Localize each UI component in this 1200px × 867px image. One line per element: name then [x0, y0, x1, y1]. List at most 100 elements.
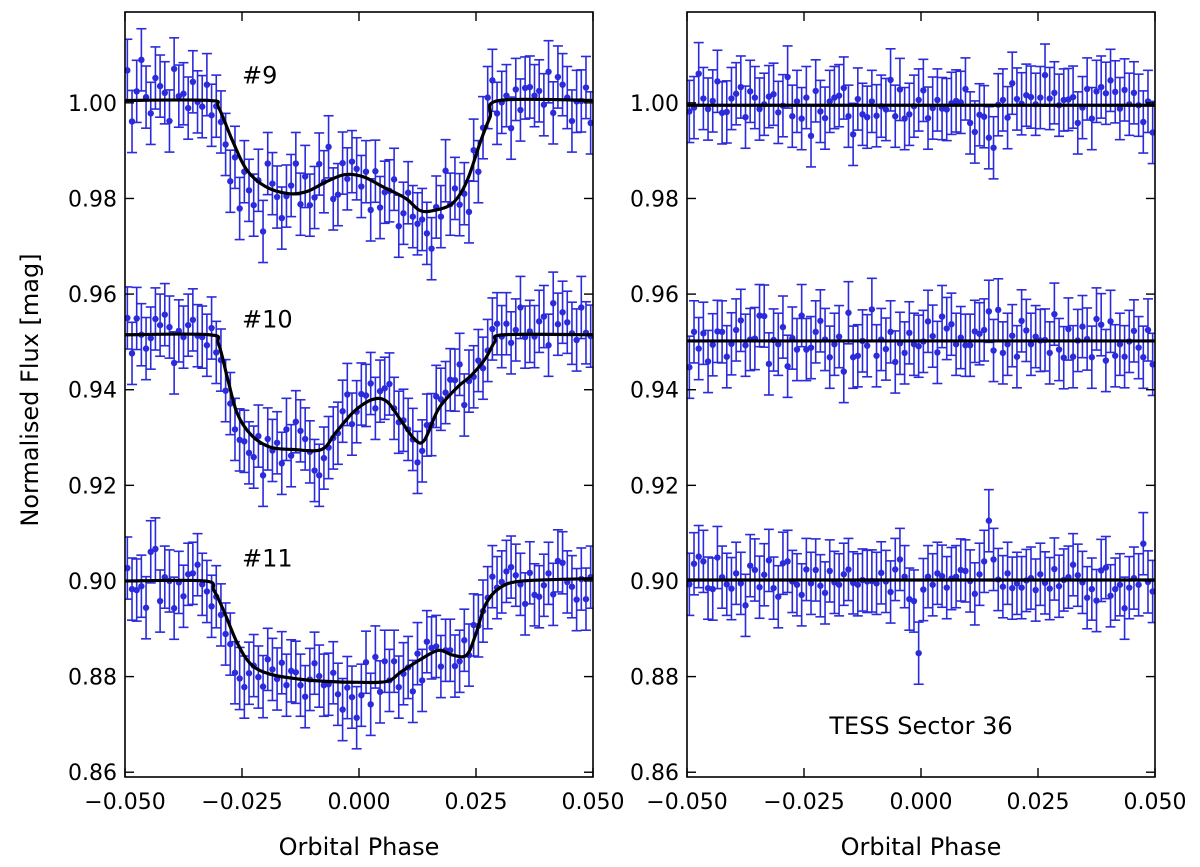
data-point	[147, 334, 154, 342]
right-s1-point	[834, 304, 845, 369]
data-point	[376, 387, 384, 395]
right-s0-point	[787, 84, 798, 149]
right-s2-point	[1147, 559, 1155, 624]
left-s0-point	[370, 139, 381, 204]
panel-right: 0.86 0.88 0.90 0.92 0.94 0.96 0.98 1.00 −0.050 −0…	[630, 11, 1186, 815]
left-s0-point	[463, 179, 474, 244]
data-point	[1135, 581, 1142, 588]
right-s2-point	[1138, 511, 1149, 576]
data-point	[1037, 94, 1044, 101]
data-point	[1135, 344, 1142, 351]
data-point	[166, 323, 173, 331]
left-s0-point	[141, 65, 152, 129]
right-s2-point	[979, 529, 990, 594]
left-s1-point	[290, 389, 301, 454]
right-s0-point	[894, 57, 905, 122]
right-s1-point	[951, 312, 962, 377]
right-s0-point	[801, 65, 812, 130]
right-s2-point	[806, 551, 817, 616]
right-s0-point	[687, 79, 695, 144]
right-s2-point	[745, 533, 756, 598]
left-s2-point	[229, 640, 240, 705]
data-point	[339, 159, 346, 167]
data-point	[807, 132, 815, 140]
left-ytick-label: 0.98	[68, 187, 117, 212]
left-s0-point	[552, 45, 563, 109]
data-point	[273, 439, 281, 446]
right-s1-point	[880, 317, 891, 381]
data-point	[278, 214, 285, 222]
data-point	[826, 567, 833, 575]
data-point	[1097, 83, 1105, 91]
right-s1-point	[777, 295, 788, 359]
data-point	[920, 586, 927, 593]
data-point	[962, 567, 969, 575]
right-s2-point	[1105, 563, 1116, 628]
data-point	[695, 70, 702, 77]
left-s0-point	[515, 78, 526, 142]
right-s0-point	[735, 55, 746, 119]
right-s1-point	[965, 313, 976, 378]
data-point	[381, 658, 388, 665]
right-s1-point	[899, 321, 910, 385]
right-s0-point	[791, 69, 802, 134]
data-point	[1013, 95, 1021, 103]
data-point	[910, 597, 918, 605]
data-point	[184, 321, 192, 329]
left-ytick-label: 0.94	[68, 379, 117, 404]
right-s0-point	[1025, 65, 1036, 129]
data-point	[180, 593, 187, 600]
left-s0-point	[356, 154, 367, 219]
left-s1-point	[361, 363, 372, 428]
left-s2-point	[337, 677, 348, 742]
right-xtick-label: 0.025	[1007, 790, 1070, 815]
right-s0-point	[754, 77, 765, 141]
left-s2-point	[159, 545, 170, 610]
right-s2-point	[820, 561, 831, 625]
data-point	[372, 405, 379, 412]
data-point	[920, 87, 927, 94]
data-point	[297, 682, 304, 689]
data-point	[147, 110, 154, 117]
data-point	[306, 201, 314, 209]
right-s2-point	[1002, 541, 1013, 606]
right-s0-point	[1002, 85, 1013, 150]
data-point	[742, 602, 749, 609]
right-ytick-label: 0.86	[630, 761, 679, 786]
data-point	[835, 333, 843, 340]
left-s1-point	[510, 298, 521, 362]
data-point	[503, 92, 510, 99]
data-point	[138, 56, 145, 64]
data-point	[390, 176, 398, 183]
right-s0-point	[857, 82, 868, 147]
left-s0-point	[187, 49, 198, 114]
left-s1-point	[580, 300, 591, 365]
right-ytick-label: 0.94	[630, 379, 679, 404]
right-s1-point	[1082, 307, 1093, 371]
right-s0-point	[726, 66, 737, 131]
right-s1-point	[838, 339, 849, 404]
data-point	[255, 432, 262, 440]
right-s0-point	[965, 91, 976, 155]
data-point	[418, 216, 426, 223]
left-s1-point	[487, 297, 498, 361]
data-point	[545, 342, 552, 349]
data-point	[1046, 95, 1053, 102]
data-point	[386, 380, 393, 388]
left-s1-point	[543, 313, 554, 378]
data-point	[348, 420, 356, 428]
left-s0-point	[449, 156, 460, 221]
data-point	[245, 449, 253, 457]
data-point	[826, 354, 833, 361]
data-point	[540, 582, 548, 589]
right-s1-point	[1007, 303, 1018, 368]
data-point	[1051, 565, 1058, 573]
left-s0-point	[407, 184, 418, 249]
data-point	[1046, 349, 1053, 357]
left-s0-point	[262, 131, 273, 196]
left-s1-point	[169, 331, 180, 395]
left-model-curve-2	[125, 576, 593, 685]
data-point	[535, 318, 543, 325]
right-s2-point	[1044, 556, 1055, 621]
data-point	[344, 391, 351, 398]
